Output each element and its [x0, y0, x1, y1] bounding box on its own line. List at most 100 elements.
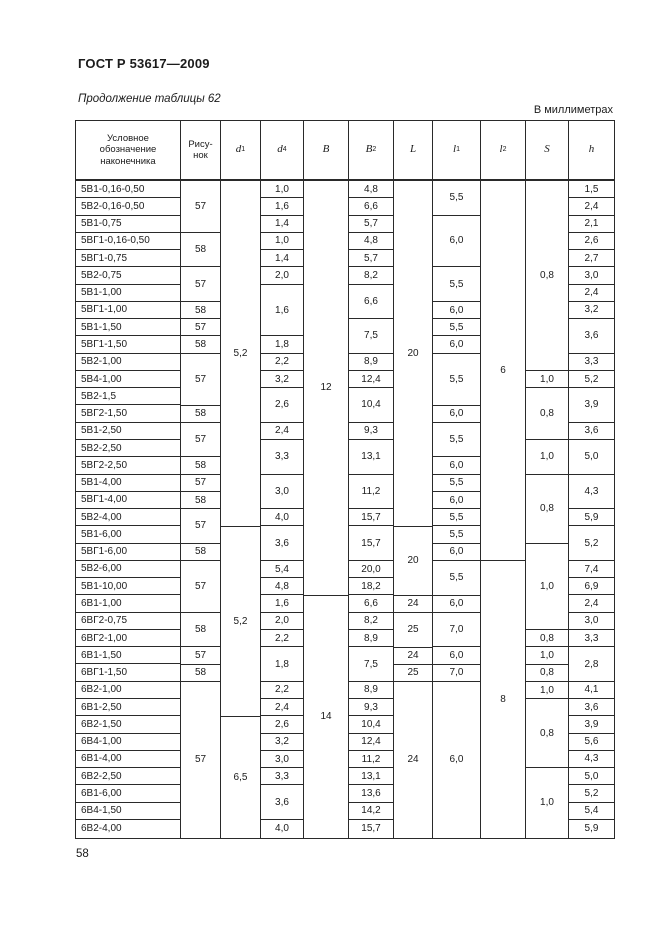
column-header-B: B [304, 121, 348, 181]
data-cell-d1: 5,2 [221, 527, 260, 717]
row-label-cell: 5ВГ2-2,50 [76, 457, 180, 475]
data-cell-S: 1,0 [526, 440, 568, 475]
row-label-cell: 5ВГ2-1,50 [76, 405, 180, 423]
data-cell-l1: 6,0 [433, 596, 480, 613]
data-cell-B2: 13,6 [349, 785, 393, 803]
data-cell-fig: 57 [181, 319, 220, 337]
data-cell-S: 0,8 [526, 630, 568, 648]
row-label-cell: 6В1-1,00 [76, 595, 180, 613]
data-cell-fig: 57 [194, 754, 207, 766]
data-cell-h: 2,4 [569, 595, 614, 613]
data-cell-h: 3,0 [569, 613, 614, 630]
data-cell-h: 5,0 [569, 440, 614, 475]
data-cell-B2: 8,9 [349, 682, 393, 700]
column-fig: Рису-нок 57 58 57 58 57 58 57 58 57 58 57 58 57 58 57 58… [181, 121, 221, 838]
data-cell-l1: 7,0 [433, 613, 480, 648]
column-L: L 20 20 24 25 24 25 24 [394, 121, 433, 838]
data-cell-S: 0,8 [526, 475, 568, 544]
data-cell-B2: 4,8 [349, 181, 393, 199]
data-cell-d4: 3,3 [261, 768, 303, 786]
row-label-cell: 6В2-1,50 [76, 716, 180, 734]
table-caption: Продолжение таблицы 62 [78, 93, 221, 105]
data-cell-d1: 5,2 [221, 181, 260, 527]
data-cell-B2: 14,2 [349, 803, 393, 820]
data-cell-S: 0,8 [526, 181, 568, 372]
column-S: S 0,8 1,0 0,8 1,0 0,8 1,0 0,8 1,0 0,8 1,0 0,8 1,0 [526, 121, 569, 838]
data-cell-h: 7,4 [569, 561, 614, 579]
data-cell-d4: 1,4 [261, 216, 303, 233]
data-cell-d4: 3,0 [261, 475, 303, 510]
data-cell-l1: 6,0 [433, 336, 480, 354]
data-cell-fig: 58 [181, 665, 220, 682]
data-cell-fig: 58 [181, 302, 220, 320]
row-label-cell: 6В2-1,00 [76, 682, 180, 699]
data-cell-B2: 6,6 [349, 595, 393, 613]
column-header-name: Условное обозначение наконечника [76, 121, 180, 181]
data-cell-h: 5,9 [569, 509, 614, 527]
row-label-cell: 6ВГ2-1,00 [76, 630, 180, 648]
row-label-cell: 6ВГ2-0,75 [76, 613, 180, 630]
data-cell-fig: 57 [181, 561, 220, 613]
data-cell-h: 2,7 [569, 250, 614, 268]
data-cell-S: 0,8 [526, 699, 568, 769]
data-cell-d4: 3,6 [261, 526, 303, 561]
row-label-cell: 5В1-10,00 [76, 578, 180, 596]
row-label-cell: 6ВГ1-1,50 [76, 664, 180, 682]
data-cell-B2: 20,0 [349, 561, 393, 579]
data-cell-B2: 5,7 [349, 250, 393, 268]
data-cell-d4: 1,4 [261, 250, 303, 268]
data-cell-fig: 58 [181, 544, 220, 561]
column-header-L: L [394, 121, 432, 181]
row-label-cell: 6В1-6,00 [76, 785, 180, 803]
data-cell-d4: 2,4 [261, 699, 303, 717]
data-cell-h: 2,8 [569, 647, 614, 682]
row-label-cell: 5В2-1,5 [76, 388, 180, 406]
row-label-cell: 5ВГ1-1,50 [76, 336, 180, 354]
data-cell-S: 0,8 [526, 665, 568, 683]
data-cell-h: 4,1 [569, 682, 614, 700]
data-cell-l1: 5,5 [433, 267, 480, 302]
data-cell-B2: 10,4 [349, 716, 393, 734]
row-label-cell: 6В2-2,50 [76, 768, 180, 786]
row-label-cell: 5ВГ1-1,00 [76, 302, 180, 320]
table-62: Условное обозначение наконечника 5В1-0,16-0… [75, 120, 615, 839]
column-name: Условное обозначение наконечника 5В1-0,16-0… [76, 121, 181, 838]
data-cell-l1: 5,5 [433, 475, 480, 492]
data-cell-h: 3,0 [569, 267, 614, 285]
data-cell-S: 1,0 [540, 797, 554, 809]
row-label-cell: 6В1-2,50 [76, 699, 180, 717]
data-cell-d4: 2,0 [261, 267, 303, 285]
row-label-cell: 5В1-6,00 [76, 526, 180, 544]
row-label-cell: 5В1-0,75 [76, 216, 180, 233]
data-cell-h: 4,3 [569, 475, 614, 510]
data-cell-fig: 57 [181, 475, 220, 492]
data-cell-h: 3,6 [569, 423, 614, 441]
data-cell-l1: 6,0 [433, 544, 480, 561]
data-cell-d4: 4,0 [275, 823, 289, 835]
row-label-cell: 5В4-1,00 [76, 371, 180, 389]
data-cell-B2: 10,4 [349, 388, 393, 423]
column-B2: B 2 4,8 6,6 5,7 4,8 5,7 8,2 6,6 7,5 8,9 12,4 10,4 9,3… [349, 121, 394, 838]
data-cell-d4: 4,8 [261, 578, 303, 596]
column-h: h 1,5 2,4 2,1 2,6 2,7 3,0 2,4 3,2 3,6 3,3 5,2 3,9 3,6… [569, 121, 614, 838]
data-cell-d4: 1,0 [261, 181, 303, 199]
data-cell-L: 25 [394, 665, 432, 683]
data-cell-h: 3,9 [569, 716, 614, 734]
data-cell-d4: 2,4 [261, 423, 303, 441]
data-cell-h: 5,6 [569, 734, 614, 751]
data-cell-B2: 8,2 [349, 267, 393, 285]
data-cell-B2: 8,2 [349, 613, 393, 630]
data-cell-h: 6,9 [569, 578, 614, 596]
data-cell-B2: 15,7 [349, 526, 393, 561]
data-cell-S: 1,0 [526, 647, 568, 665]
data-cell-S: 1,0 [526, 371, 568, 389]
data-cell-h: 2,1 [569, 216, 614, 233]
data-cell-l1: 6,0 [433, 492, 480, 510]
data-cell-fig: 57 [181, 423, 220, 458]
row-label-cell: 5ВГ1-0,16-0,50 [76, 233, 180, 251]
column-header-fig: Рису-нок [181, 121, 220, 181]
data-cell-h: 5,0 [569, 768, 614, 786]
